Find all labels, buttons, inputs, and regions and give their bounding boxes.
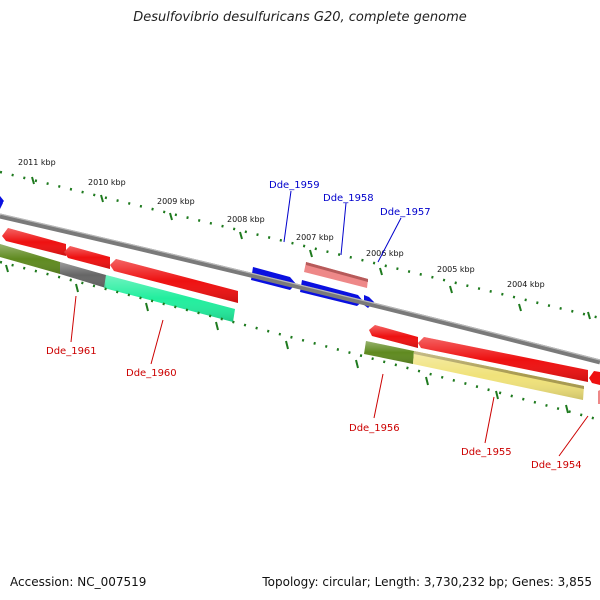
genome-backbone-highlight	[0, 213, 600, 361]
inner-tick-ring	[0, 260, 600, 422]
kbp-label: 2006 kbp	[366, 249, 404, 258]
genome-summary-text: Topology: circular; Length: 3,730,232 bp…	[262, 575, 592, 589]
kbp-label: 2004 kbp	[507, 280, 545, 289]
leader-line-dde1961	[70, 295, 77, 343]
inner-major-tick	[215, 321, 219, 331]
inner-major-tick	[495, 390, 499, 400]
map-title: Desulfovibrio desulfuricans G20, complet…	[133, 10, 467, 25]
outer-major-tick	[239, 231, 243, 240]
outer-tick-ring	[0, 170, 600, 320]
gene-label-dde1957[interactable]: Dde_1957	[380, 207, 431, 218]
outer-major-tick	[587, 311, 591, 320]
kbp-label: 2011 kbp	[18, 158, 56, 167]
gene-label-dde1958[interactable]: Dde_1958	[323, 193, 374, 204]
outer-tick-track	[0, 170, 600, 320]
gene-arrow-dde1958-shade	[306, 262, 368, 282]
kbp-label: 2005 kbp	[437, 265, 475, 274]
outer-major-tick	[449, 285, 453, 294]
accession-text: Accession: NC_007519	[10, 575, 147, 589]
inner-major-tick	[5, 264, 9, 273]
gene-arrow-dde1954[interactable]	[589, 371, 600, 385]
outer-major-tick	[100, 194, 104, 203]
reverse-row1-sheen	[2, 228, 588, 382]
gene-label-dde1959[interactable]: Dde_1959	[269, 180, 320, 191]
outer-major-tick	[379, 267, 383, 276]
leader-line-dde1957	[377, 217, 402, 263]
inner-major-tick	[75, 283, 79, 293]
kbp-label: 2008 kbp	[227, 215, 265, 224]
gene-label-dde1955[interactable]: Dde_1955	[461, 447, 512, 458]
kbp-label: 2007 kbp	[296, 233, 334, 242]
outer-major-tick	[518, 303, 522, 312]
gene-label-dde1954[interactable]: Dde_1954	[531, 460, 582, 471]
kbp-label: 2010 kbp	[88, 178, 126, 187]
outer-major-tick	[309, 249, 313, 258]
gene-label-dde1961[interactable]: Dde_1961	[46, 346, 97, 357]
inner-major-tick	[425, 376, 429, 386]
leader-line-dde1955	[484, 396, 495, 444]
outer-major-tick	[169, 212, 173, 221]
inner-major-tick	[145, 302, 149, 312]
backbone-edge-arrow	[0, 197, 3, 209]
inner-major-tick	[355, 359, 359, 369]
leader-line-dde1960	[150, 319, 164, 365]
genome-backbone	[0, 213, 600, 365]
gene-label-dde1956[interactable]: Dde_1956	[349, 423, 400, 434]
outer-major-tick	[31, 176, 35, 185]
leader-line-dde1959	[283, 190, 292, 243]
leader-line-dde1954	[558, 415, 589, 457]
inner-major-tick	[285, 340, 289, 350]
leader-line-dde1956	[373, 373, 384, 419]
inner-major-tick	[565, 404, 569, 414]
leader-line-dde1958	[340, 202, 347, 256]
reverse-row2-sheen	[0, 244, 584, 400]
kbp-label: 2009 kbp	[157, 197, 195, 206]
gene-label-dde1960[interactable]: Dde_1960	[126, 368, 177, 379]
